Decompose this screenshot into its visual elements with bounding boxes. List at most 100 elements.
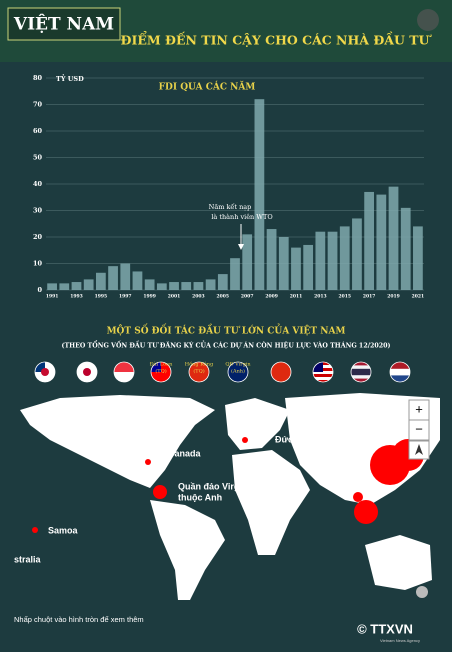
partner-label: (Anh) [231, 368, 245, 375]
flag [151, 362, 171, 382]
bar [327, 231, 338, 290]
flag-dot [41, 368, 49, 376]
bar [217, 274, 228, 290]
bar [169, 282, 179, 290]
partners-subtitle: (THEO TỔNG VỐN ĐẦU TƯ ĐĂNG KÝ CỦA CÁC DỰ… [61, 341, 390, 350]
flag-corner [313, 362, 323, 372]
flag-stripe [351, 362, 371, 366]
flag-stripe [313, 380, 333, 382]
map-label: Quần đảo Virgin [178, 481, 247, 491]
bar [242, 234, 253, 290]
flag-border [389, 361, 411, 383]
bar [315, 231, 326, 290]
partner-bubble[interactable] [153, 485, 167, 499]
partner-bubble[interactable] [353, 492, 363, 502]
flag-border [270, 361, 292, 383]
partner-bubble[interactable] [242, 437, 248, 443]
bar [95, 272, 106, 290]
bar [254, 99, 265, 290]
land [225, 398, 290, 450]
partner-bubble[interactable] [354, 500, 378, 524]
bar [47, 283, 57, 290]
bar [303, 244, 314, 290]
flag-border [350, 361, 372, 383]
flag-stripe [313, 377, 333, 381]
flag [390, 362, 410, 382]
partner-bubble[interactable] [145, 459, 151, 465]
flag [77, 362, 97, 382]
partner-label: QĐ Virgin [225, 362, 251, 368]
flag-stripe [351, 365, 371, 370]
info-button[interactable] [416, 586, 428, 598]
y-tick-label: 30 [33, 207, 43, 215]
flag-stripe [390, 375, 410, 382]
partner-label: Đài Loan [150, 361, 174, 368]
zoom-in[interactable]: + [415, 401, 423, 416]
flag-border [150, 361, 172, 383]
zoom-out[interactable]: − [415, 421, 423, 436]
land [232, 450, 310, 555]
menu-button[interactable] [417, 9, 439, 31]
bar [205, 279, 216, 290]
annotation: là thành viên WTO [211, 212, 272, 221]
flag-stripe [351, 368, 371, 376]
flag-stripe [313, 374, 333, 378]
partner-bubble[interactable] [32, 527, 38, 533]
footer-agency: Vietnam News Agency [380, 638, 420, 643]
bar [144, 279, 155, 290]
header-title: ĐIỂM ĐẾN TIN CẬY CHO CÁC NHÀ ĐẦU TƯ [121, 30, 433, 48]
x-tick-label: 2007 [241, 294, 254, 300]
y-tick-label: 50 [33, 154, 43, 162]
chart-title: FDI QUA CÁC NĂM [159, 81, 256, 93]
y-tick-label: 70 [33, 101, 43, 109]
map-label: Canada [168, 448, 202, 458]
x-tick-label: 2009 [265, 294, 278, 300]
annotation-arrowhead [238, 244, 244, 250]
land [365, 535, 432, 590]
x-tick-label: 2013 [314, 294, 327, 300]
bar [132, 271, 143, 290]
flag-stripe [228, 362, 248, 382]
bar [181, 282, 192, 290]
flag-border [76, 361, 98, 383]
x-tick-label: 2017 [363, 294, 376, 300]
fdi-chart: 0 10 20 30 40 50 60 70 80 1991 1993 1995 1997 1999 200… [33, 74, 424, 300]
footer-hint: Nhấp chuột vào hình tròn để xem thêm [14, 615, 144, 624]
flag-stripe [114, 372, 134, 382]
map-label: Đức [275, 434, 293, 444]
y-axis-label: TỶ USD [56, 73, 84, 83]
bar [83, 279, 94, 290]
x-tick-label: 1997 [119, 294, 132, 300]
land [150, 500, 225, 600]
partners-title: MỘT SỐ ĐỐI TÁC ĐẦU TƯ LỚN CỦA VIỆT NAM [107, 324, 346, 337]
bar [388, 186, 399, 290]
flag [228, 362, 248, 382]
flag-stripe [114, 362, 134, 373]
bar [230, 258, 240, 290]
flag [189, 362, 209, 382]
map[interactable]: Canada Đức Quần đảo Virgin thuộc Anh Sam… [8, 392, 444, 605]
bar [120, 263, 131, 290]
bar [278, 237, 289, 290]
partner-label: (TQ) [155, 368, 166, 375]
flag-stripe [271, 362, 291, 382]
x-tick-label: 2005 [217, 294, 230, 300]
zoom-out-button[interactable] [408, 419, 430, 441]
flag-border [227, 361, 249, 383]
flag [114, 362, 134, 382]
y-tick-label: 40 [33, 180, 43, 188]
bar [400, 207, 411, 290]
bar [413, 226, 423, 290]
annotation: Năm kết nạp [209, 202, 252, 211]
flag-stripe [313, 371, 333, 375]
flag [351, 362, 371, 382]
x-tick-label: 2003 [192, 294, 205, 300]
x-tick-label: 2011 [290, 294, 303, 300]
x-tick-label: 2001 [168, 294, 181, 300]
map-label: thuộc Anh [178, 492, 222, 502]
bar [108, 266, 118, 290]
flag [35, 362, 55, 382]
flag-stripe [351, 375, 371, 379]
x-tick-label: 1999 [143, 294, 156, 300]
